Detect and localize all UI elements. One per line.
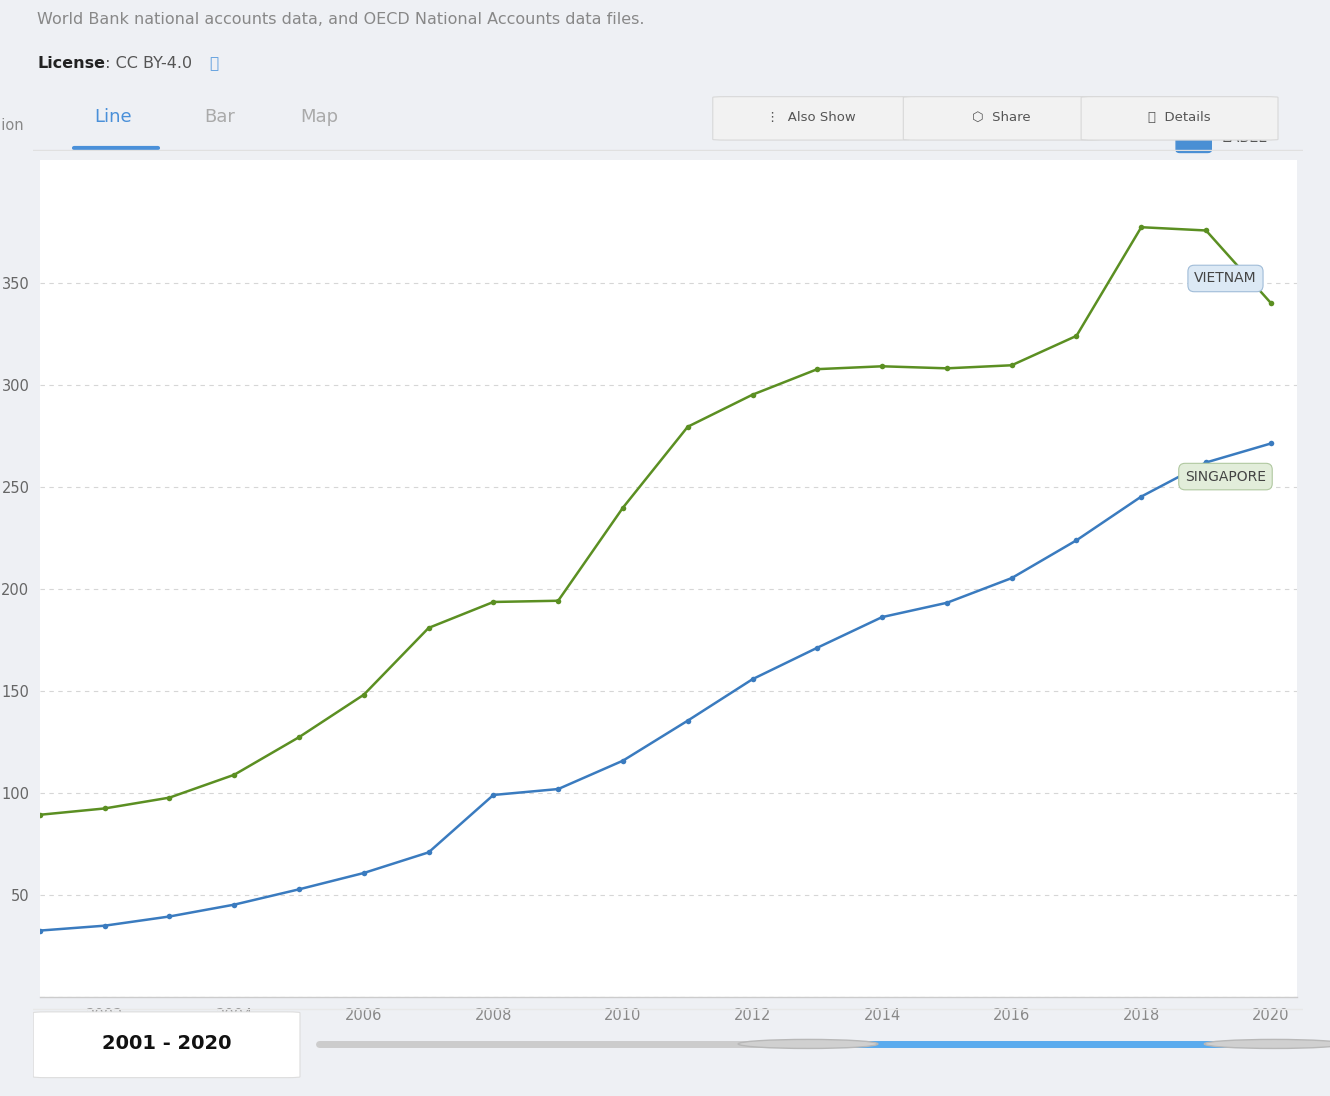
Text: ⓘ  Details: ⓘ Details: [1148, 111, 1210, 124]
Text: ⓘ: ⓘ: [209, 56, 218, 71]
Text: Bar: Bar: [205, 109, 235, 126]
Text: Map: Map: [301, 109, 338, 126]
Text: License: License: [37, 56, 105, 71]
Text: LABEL: LABEL: [1221, 130, 1266, 145]
FancyBboxPatch shape: [1081, 96, 1278, 140]
Text: : CC BY-4.0: : CC BY-4.0: [100, 56, 192, 71]
Text: ✓: ✓: [1189, 133, 1198, 142]
FancyBboxPatch shape: [713, 96, 910, 140]
FancyBboxPatch shape: [33, 1012, 301, 1077]
Circle shape: [1205, 1039, 1330, 1049]
Text: Billion: Billion: [0, 118, 24, 134]
Text: ⬡  Share: ⬡ Share: [972, 111, 1031, 124]
Text: 2001 - 2020: 2001 - 2020: [102, 1035, 231, 1053]
FancyBboxPatch shape: [1176, 123, 1212, 152]
Circle shape: [738, 1039, 878, 1049]
Text: ⋮  Also Show: ⋮ Also Show: [766, 111, 855, 124]
Text: VIETNAM: VIETNAM: [1194, 272, 1257, 285]
Text: World Bank national accounts data, and OECD National Accounts data files.: World Bank national accounts data, and O…: [37, 12, 645, 27]
FancyBboxPatch shape: [903, 96, 1100, 140]
Text: Line: Line: [94, 109, 132, 126]
Text: SINGAPORE: SINGAPORE: [1185, 469, 1266, 483]
